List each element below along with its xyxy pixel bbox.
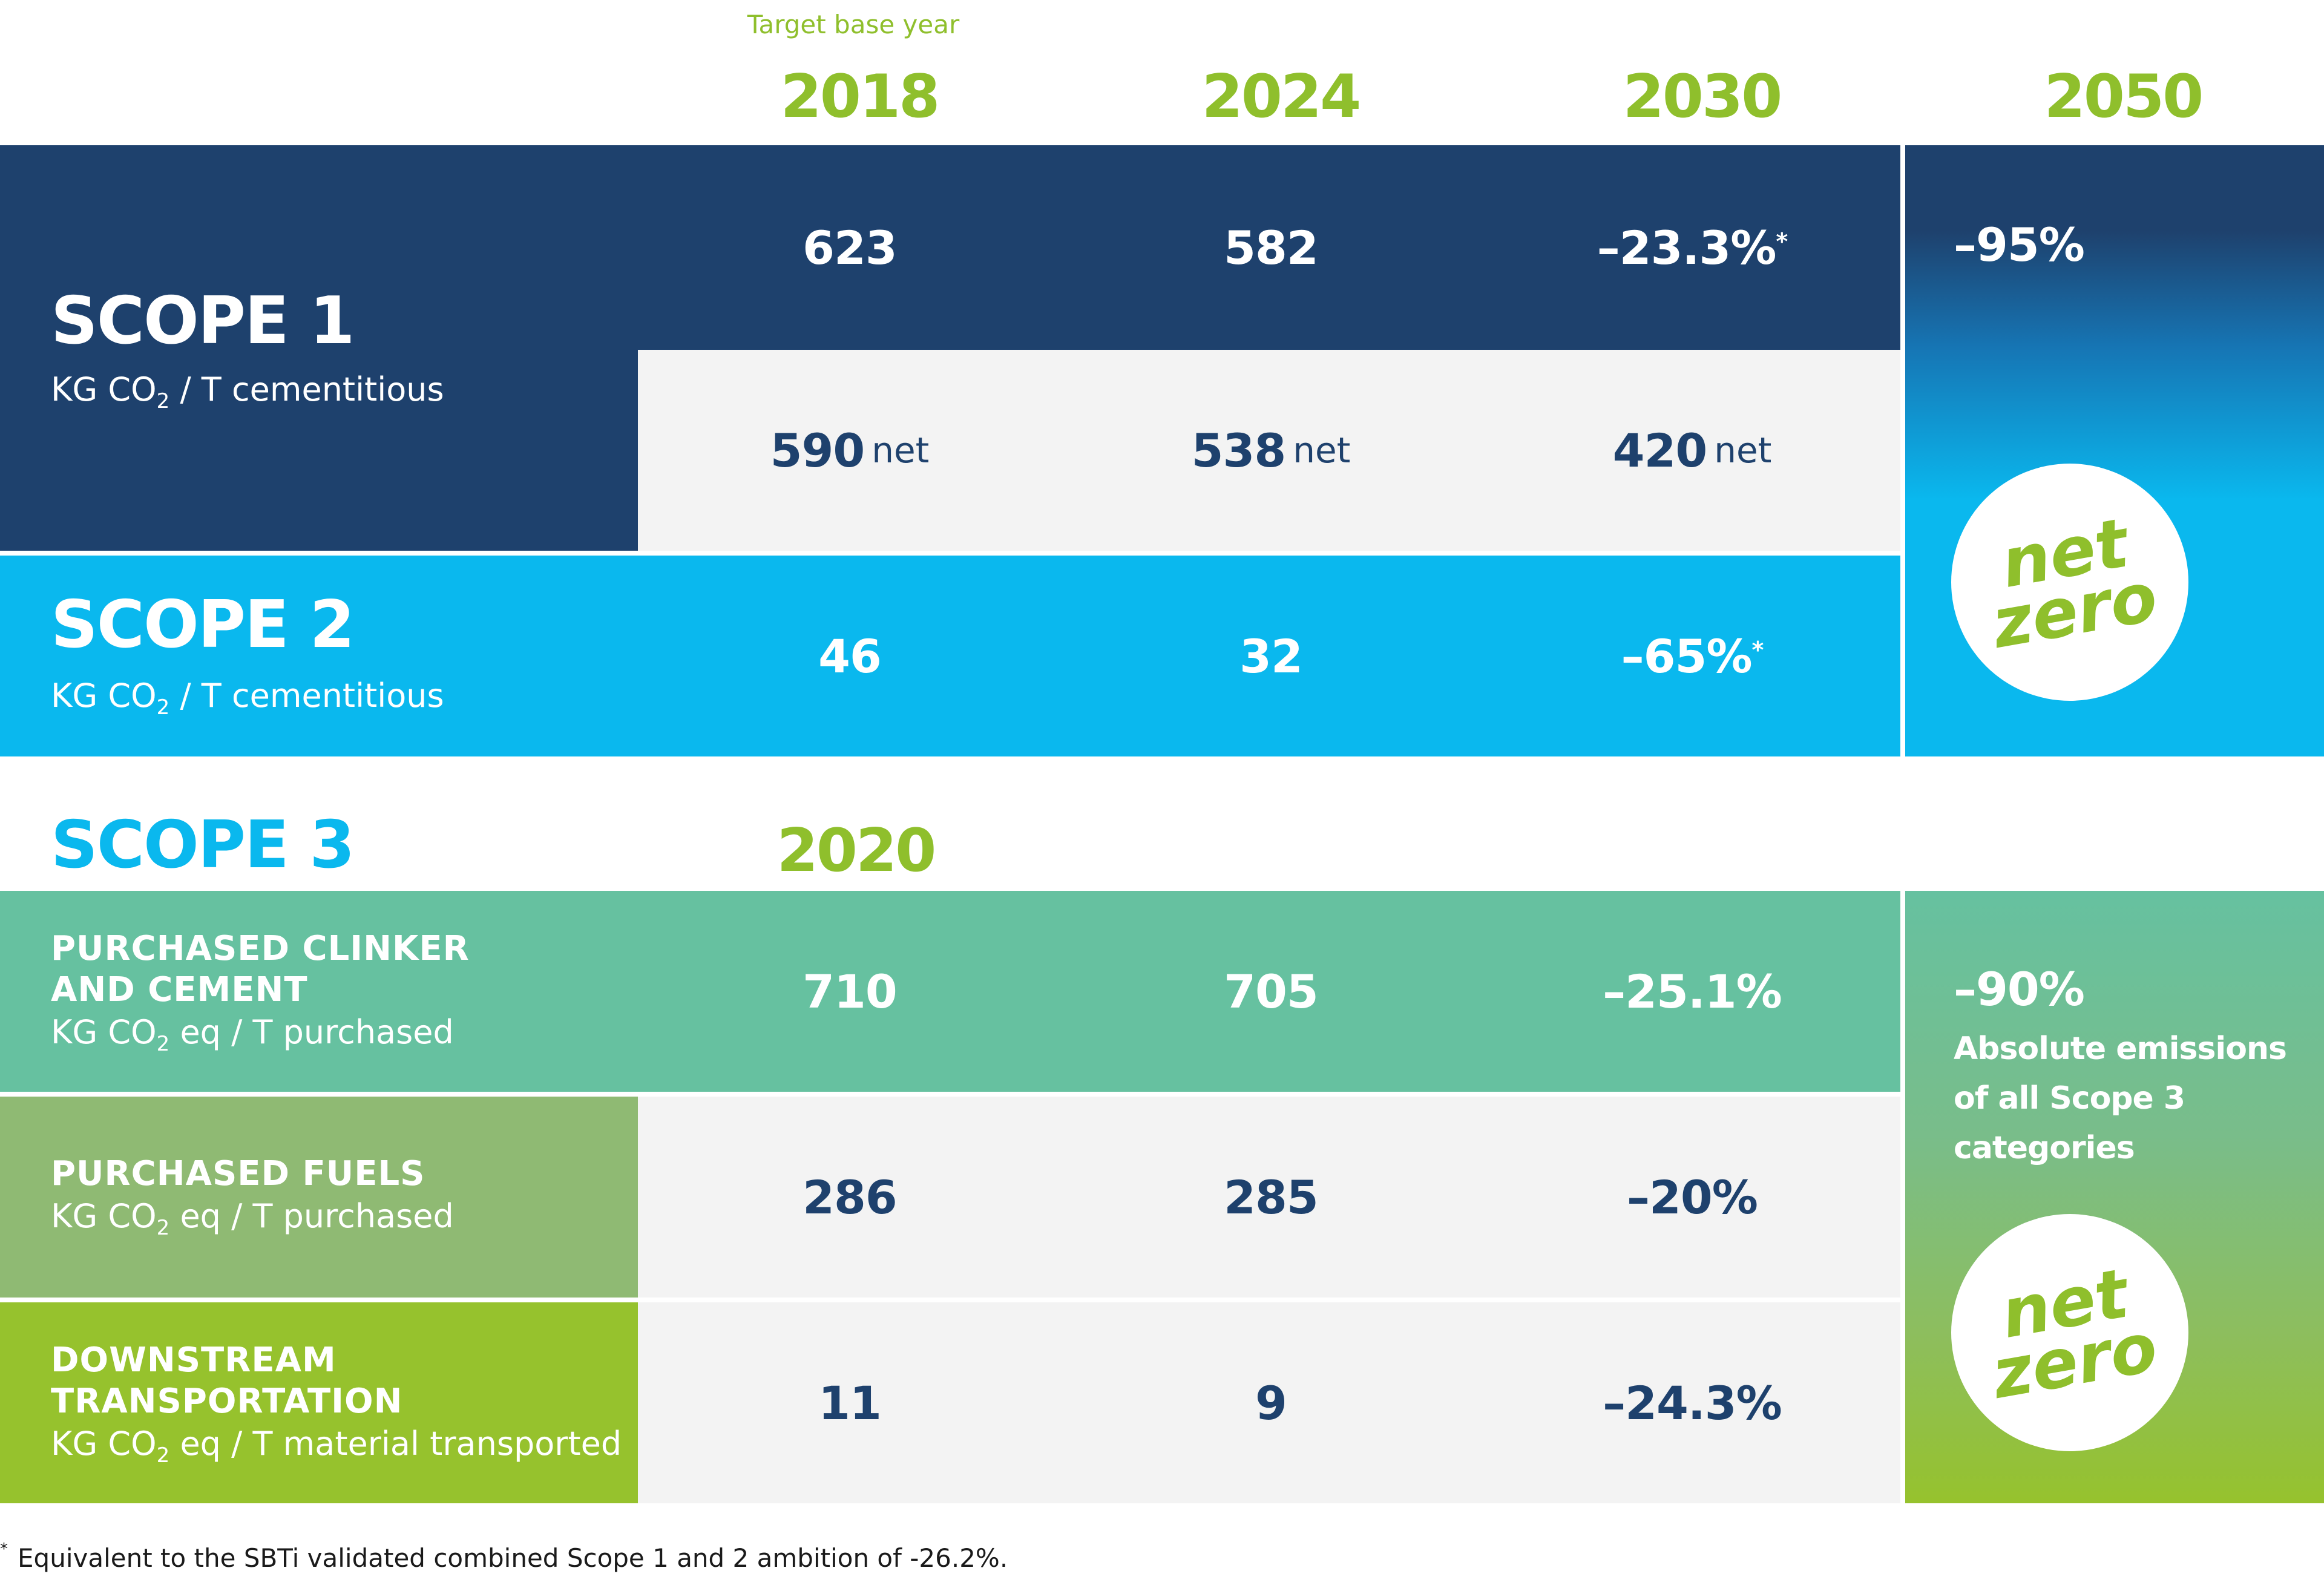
scope3-2050-description: Absolute emissions of all Scope 3 catego… — [1954, 1031, 2287, 1166]
scope3-transport-row: 11 9 –24.3% — [638, 1302, 1900, 1503]
clinker-2018: 710 — [803, 964, 898, 1019]
scope1-title: SCOPE 1 — [51, 283, 355, 359]
scope2-unit: KG CO2 / T cementitious — [51, 677, 444, 720]
footnote-marker: * — [0, 1540, 8, 1558]
transport-2018: 11 — [818, 1376, 882, 1430]
scope1-gross-2024: 582 — [1224, 220, 1319, 275]
clinker-2024: 705 — [1224, 964, 1319, 1019]
scope3-2050-panel: –90% Absolute emissions of all Scope 3 c… — [1905, 891, 2324, 1503]
transport-label: DOWNSTREAM TRANSPORTATION KG CO2 eq / T … — [51, 1340, 622, 1468]
scope3-base-year: 2020 — [776, 816, 937, 885]
scope3-title: SCOPE 3 — [51, 807, 355, 883]
net-zero-badge: net zero — [1951, 1214, 2188, 1451]
scope1-unit: KG CO2 / T cementitious — [51, 370, 444, 413]
scope3-fuels-row: 286 285 –20% — [638, 1097, 1900, 1298]
scope2-title: SCOPE 2 — [51, 587, 355, 663]
scope1-gross-row: 623 582 –23.3% * — [638, 145, 1900, 350]
year-2030: 2030 — [1623, 62, 1783, 131]
base-year-label: Target base year — [747, 10, 960, 39]
net-zero-logo: net zero — [1986, 504, 2164, 664]
scope3-clinker-row: PURCHASED CLINKER AND CEMENT KG CO2 eq /… — [0, 891, 1900, 1092]
scope1-net-row: 590 net 538 net 420 net — [638, 350, 1900, 551]
year-2024: 2024 — [1201, 62, 1362, 131]
net-zero-logo: net zero — [1986, 1254, 2164, 1415]
clinker-label: PURCHASED CLINKER AND CEMENT KG CO2 eq /… — [51, 929, 470, 1056]
transport-2024: 9 — [1255, 1376, 1287, 1430]
asterisk: * — [1776, 228, 1788, 255]
fuels-2024: 285 — [1224, 1170, 1319, 1224]
scope2-row: SCOPE 2 KG CO2 / T cementitious 46 32 –6… — [0, 556, 1900, 756]
scope2-2024: 32 — [1239, 629, 1303, 683]
scope12-2050-panel: –95% net zero — [1905, 145, 2324, 756]
transport-label-panel: DOWNSTREAM TRANSPORTATION KG CO2 eq / T … — [0, 1302, 638, 1503]
scope1-gross-2030: –23.3% * — [1597, 220, 1788, 275]
footnote-text: Equivalent to the SBTi validated combine… — [18, 1543, 1008, 1573]
year-2050: 2050 — [2044, 62, 2204, 131]
fuels-label: PURCHASED FUELS KG CO2 eq / T purchased — [51, 1154, 454, 1240]
fuels-label-panel: PURCHASED FUELS KG CO2 eq / T purchased — [0, 1097, 638, 1298]
scope3-2050-target: –90% — [1954, 962, 2085, 1016]
net-zero-badge: net zero — [1951, 464, 2188, 701]
scope12-2050-target: –95% — [1954, 218, 2085, 272]
scope1-net-2018: 590 net — [770, 423, 930, 477]
clinker-2030: –25.1% — [1603, 964, 1782, 1019]
scope1-label-panel: SCOPE 1 KG CO2 / T cementitious — [0, 145, 638, 551]
scope2-2018: 46 — [818, 629, 882, 683]
scope1-net-2024: 538 net — [1191, 423, 1351, 477]
asterisk: * — [1751, 637, 1764, 663]
transport-2030: –24.3% — [1603, 1376, 1782, 1430]
year-2018: 2018 — [780, 62, 940, 131]
fuels-2018: 286 — [803, 1170, 898, 1224]
fuels-2030: –20% — [1627, 1170, 1758, 1224]
scope1-net-2030: 420 net — [1612, 423, 1772, 477]
scope2-2030: –65% * — [1621, 629, 1764, 683]
footnote: * Equivalent to the SBTi validated combin… — [0, 1540, 1008, 1573]
scope1-gross-2018: 623 — [803, 220, 898, 275]
